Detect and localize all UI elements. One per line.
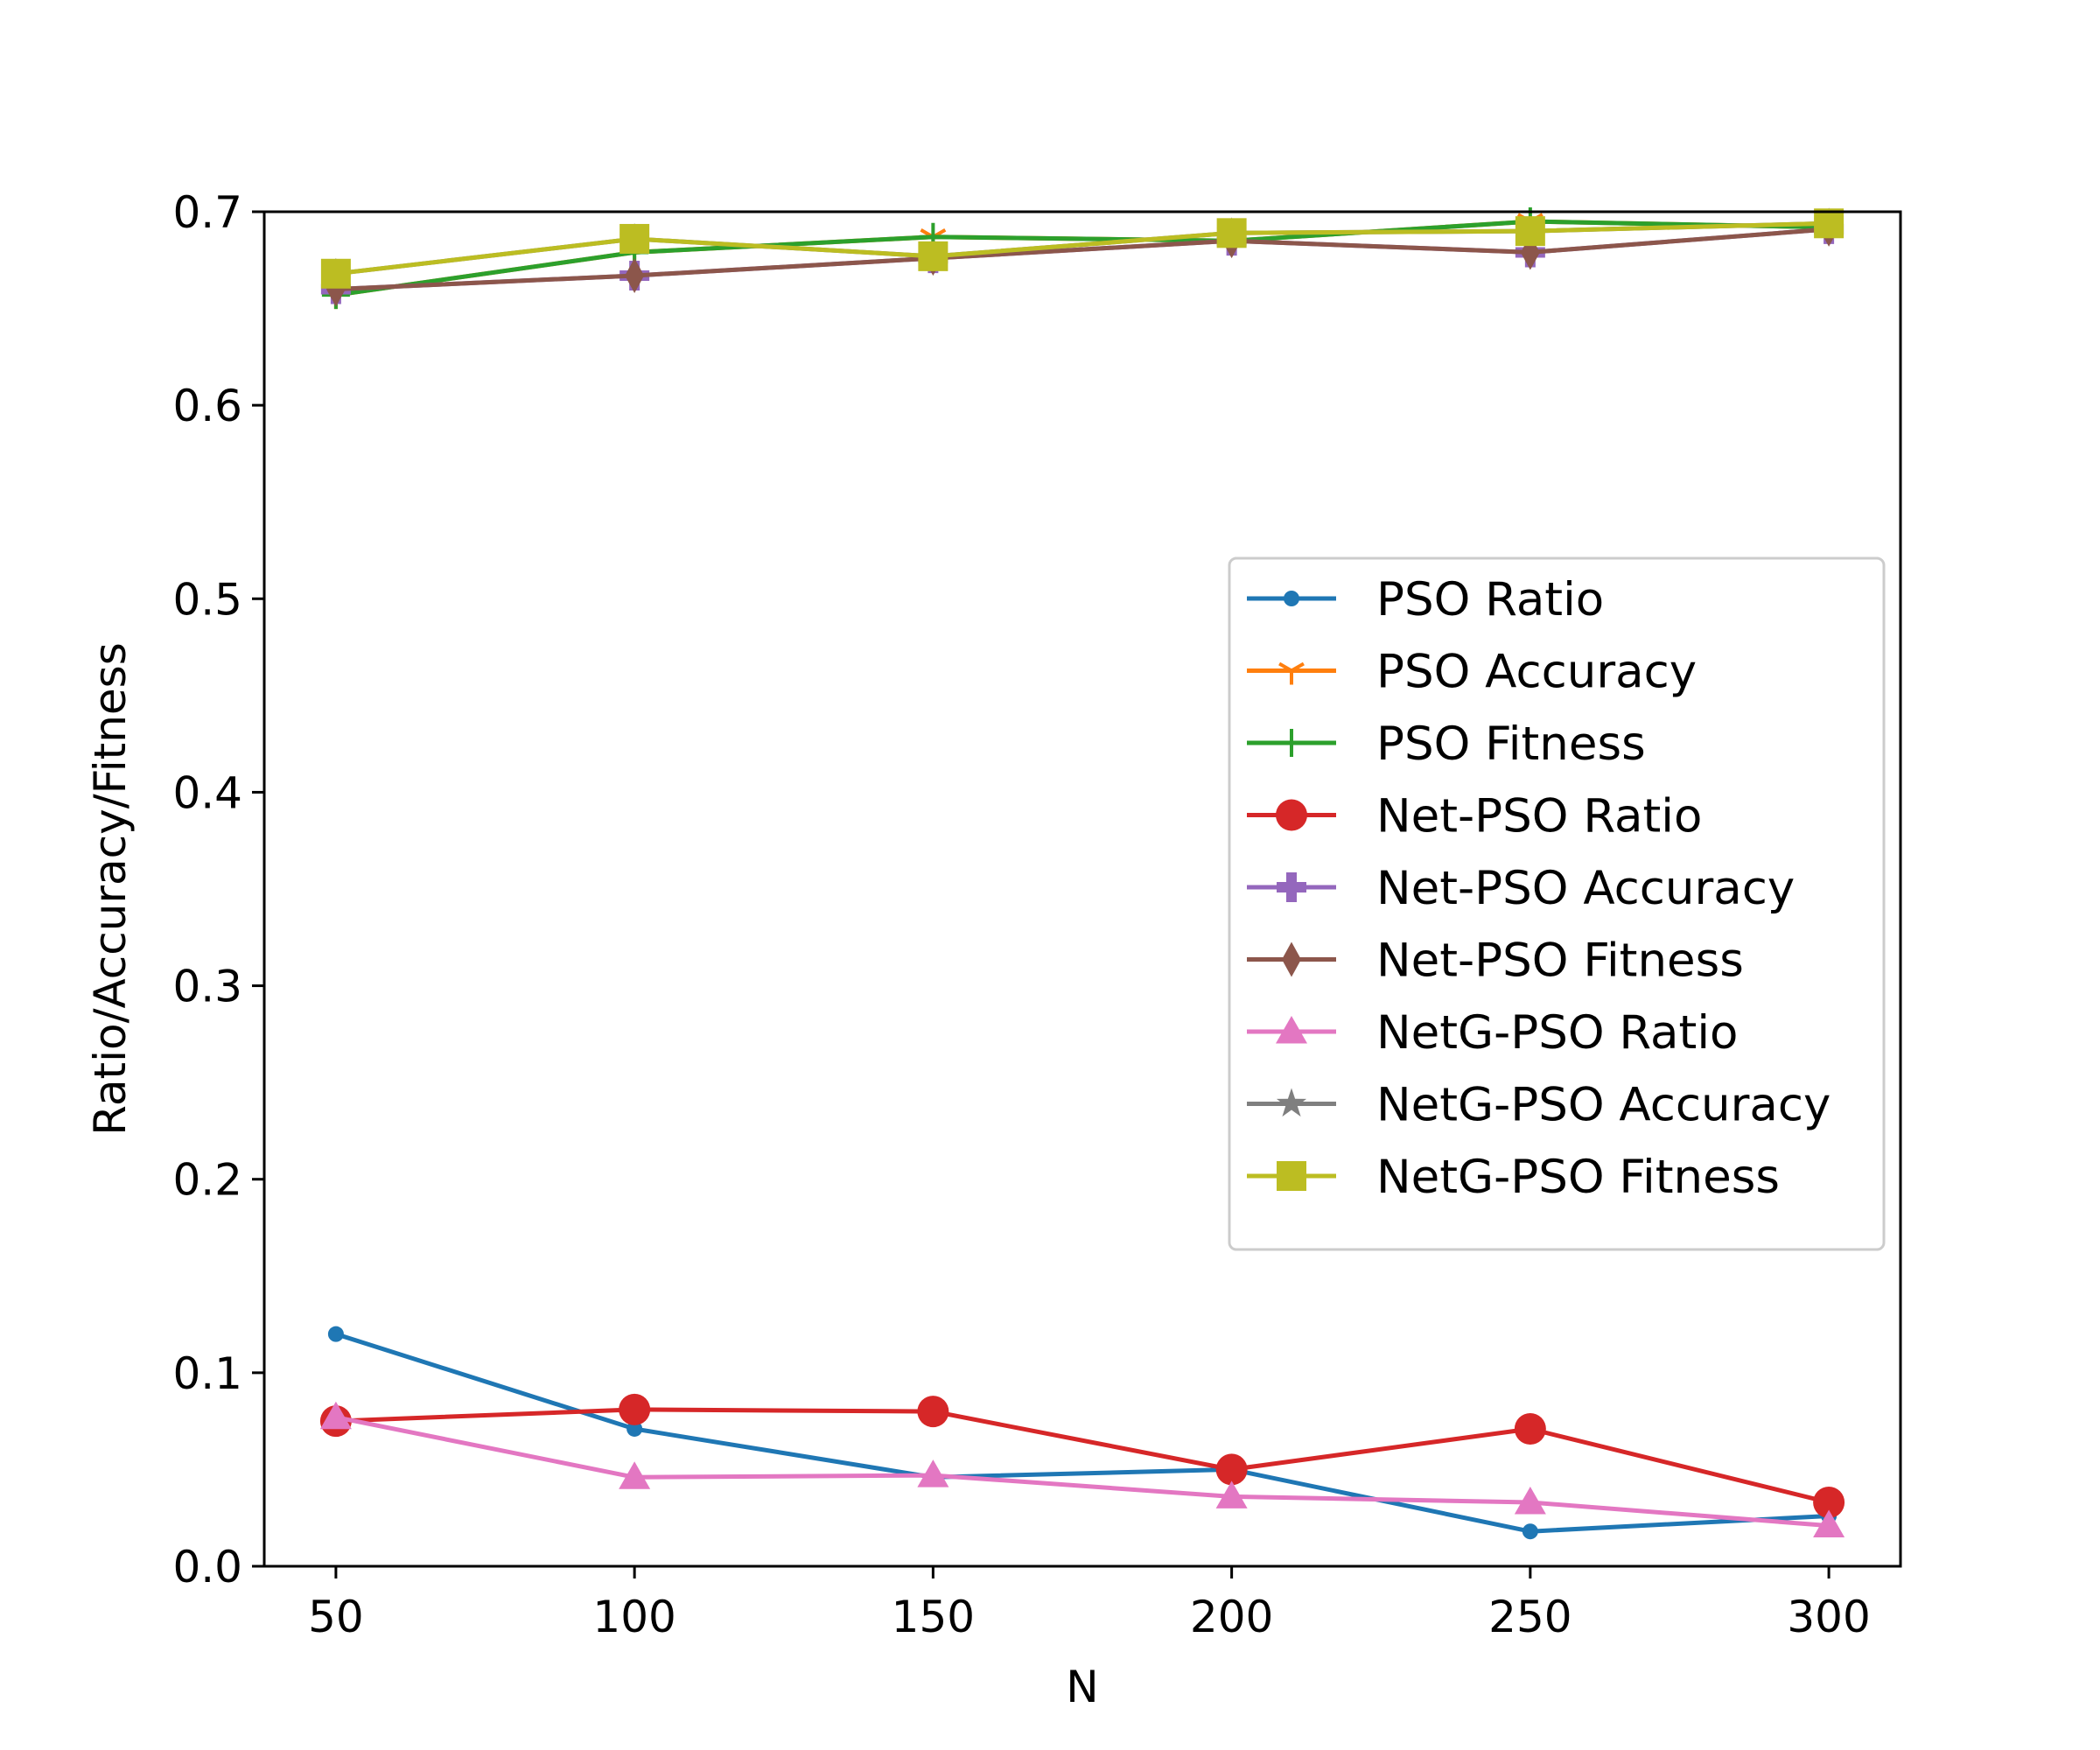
legend-label: Net-PSO Fitness bbox=[1376, 934, 1744, 988]
y-tick-label: 0.4 bbox=[172, 767, 242, 818]
data-point bbox=[1514, 1487, 1546, 1515]
legend-marker bbox=[1276, 1016, 1307, 1044]
x-tick-label: 100 bbox=[592, 1592, 676, 1642]
data-point bbox=[1514, 1412, 1546, 1445]
series-line bbox=[335, 220, 1830, 276]
data-point bbox=[625, 257, 645, 293]
x-axis-label: N bbox=[1066, 1662, 1098, 1712]
data-point bbox=[626, 1420, 643, 1437]
legend: PSO Ratio PSO Accuracy PSO Fitness Net-PSO … bbox=[1228, 556, 1886, 1251]
series-net-pso-ratio bbox=[319, 1393, 1845, 1519]
data-point bbox=[619, 1461, 651, 1489]
x-tick-label: 150 bbox=[892, 1592, 975, 1642]
legend-label: NetG-PSO Fitness bbox=[1376, 1151, 1780, 1204]
series-netg-pso-fitness bbox=[320, 208, 1844, 289]
legend-marker bbox=[1276, 1088, 1307, 1117]
legend-label: Net-PSO Ratio bbox=[1376, 790, 1702, 844]
y-tick-label: 0.5 bbox=[172, 574, 242, 625]
y-tick-label: 0.1 bbox=[172, 1348, 242, 1399]
series-line bbox=[335, 227, 1830, 291]
legend-marker bbox=[1284, 591, 1299, 606]
data-point bbox=[1813, 1487, 1845, 1519]
data-point bbox=[917, 1460, 949, 1488]
legend-entry: Net-PSO Accuracy bbox=[1247, 862, 1795, 915]
data-point bbox=[327, 1326, 344, 1342]
series-line bbox=[335, 1415, 1830, 1529]
legend-marker bbox=[1278, 729, 1306, 757]
legend-entry: Net-PSO Fitness bbox=[1247, 934, 1744, 988]
y-tick-label: 0.2 bbox=[172, 1155, 242, 1206]
data-point bbox=[320, 258, 351, 289]
x-tick-label: 200 bbox=[1190, 1592, 1273, 1642]
x-tick-label: 250 bbox=[1488, 1592, 1572, 1642]
y-tick-label: 0.3 bbox=[172, 962, 242, 1012]
data-point bbox=[1813, 1509, 1845, 1538]
data-point bbox=[319, 1401, 352, 1430]
legend-label: PSO Accuracy bbox=[1376, 646, 1697, 699]
legend-label: PSO Ratio bbox=[1376, 573, 1604, 626]
data-point bbox=[619, 1393, 651, 1425]
series-line bbox=[335, 219, 1830, 298]
legend-label: PSO Fitness bbox=[1376, 718, 1646, 771]
legend-label: NetG-PSO Accuracy bbox=[1376, 1079, 1830, 1132]
legend-label: NetG-PSO Ratio bbox=[1376, 1006, 1738, 1060]
legend-entry: NetG-PSO Fitness bbox=[1247, 1151, 1780, 1204]
legend-box bbox=[1228, 556, 1886, 1251]
legend-entry: PSO Accuracy bbox=[1247, 646, 1697, 699]
x-tick-label: 300 bbox=[1787, 1592, 1870, 1642]
series-line bbox=[335, 1407, 1830, 1505]
plot-frame bbox=[262, 210, 1902, 1568]
data-point bbox=[1515, 216, 1545, 247]
legend-entry: PSO Fitness bbox=[1247, 718, 1646, 771]
plot-area bbox=[262, 207, 1902, 1568]
y-axis-label: Ratio/Accuracy/Fitness bbox=[85, 642, 136, 1136]
x-axis: 50 100 150 200 250 300 bbox=[308, 1566, 1871, 1642]
y-tick-label: 0.7 bbox=[172, 187, 242, 238]
legend-marker bbox=[1282, 942, 1301, 977]
data-point bbox=[1216, 218, 1247, 248]
legend-entry: NetG-PSO Ratio bbox=[1247, 1006, 1738, 1060]
data-point bbox=[917, 1396, 949, 1428]
data-point bbox=[1215, 1453, 1248, 1486]
data-point bbox=[1215, 1480, 1248, 1508]
y-axis: 0.0 0.1 0.2 0.3 0.4 0.5 0.6 0.7 bbox=[172, 187, 264, 1592]
legend-entry: PSO Ratio bbox=[1247, 573, 1604, 626]
data-point bbox=[620, 223, 650, 254]
series-netg-pso-ratio bbox=[319, 1401, 1845, 1538]
y-tick-label: 0.6 bbox=[172, 381, 242, 431]
legend-marker bbox=[1276, 799, 1307, 831]
legend-marker bbox=[1278, 662, 1305, 685]
y-tick-label: 0.0 bbox=[172, 1542, 242, 1592]
data-point bbox=[1814, 208, 1844, 239]
data-point bbox=[1522, 1523, 1538, 1540]
legend-entry: Net-PSO Ratio bbox=[1247, 790, 1702, 844]
legend-marker bbox=[1277, 872, 1306, 902]
legend-marker bbox=[1277, 1161, 1306, 1191]
x-tick-label: 50 bbox=[308, 1592, 364, 1642]
data-point bbox=[918, 241, 948, 271]
legend-label: Net-PSO Accuracy bbox=[1376, 862, 1795, 915]
legend-entry: NetG-PSO Accuracy bbox=[1247, 1079, 1830, 1132]
